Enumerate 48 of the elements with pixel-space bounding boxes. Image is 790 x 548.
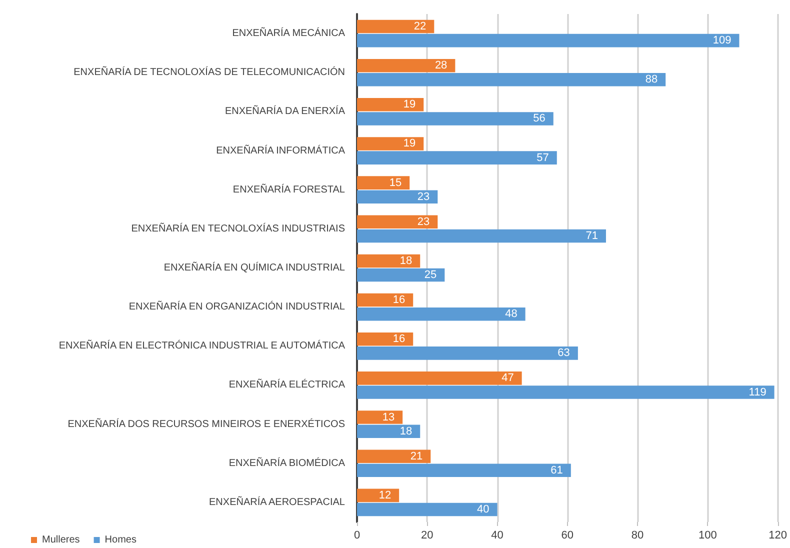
y-tick-label: ENXEÑARÍA FORESTAL	[232, 183, 346, 196]
x-tick-label: 20	[421, 530, 434, 542]
data-label: 71	[586, 230, 598, 242]
y-tick-label: ENXEÑARÍA INFORMÁTICA	[216, 144, 346, 156]
y-tick-label: ENXEÑARÍA EN QUÍMICA INDUSTRIAL	[164, 262, 346, 274]
y-tick-label: ENXEÑARÍA DE TECNOLOXÍAS DE TELECOMUNICACIÓN	[74, 66, 345, 78]
y-tick-label: ENXEÑARÍA EN ELECTRÓNICA INDUSTRIAL E AUTOMÁTICA	[58, 340, 346, 352]
y-tick-label: ENXEÑARÍA BIOMÉDICA	[228, 456, 346, 469]
data-label: 25	[424, 269, 437, 282]
data-label: 48	[505, 308, 518, 320]
data-label: 56	[533, 112, 546, 125]
x-tick-label: 0	[354, 530, 360, 542]
data-label: 18	[400, 254, 412, 267]
x-tick-label: 80	[631, 530, 644, 542]
data-label: 57	[536, 152, 549, 164]
y-tick-label: ENXEÑARÍA ELÉCTRICA	[228, 378, 346, 391]
data-label: 16	[392, 294, 406, 306]
data-label: 88	[645, 74, 658, 86]
y-tick-label: ENXEÑARÍA DOS RECURSOS MINEIROS E ENERXÉTICOS	[68, 418, 346, 430]
data-label: 23	[417, 190, 430, 203]
x-tick-label: 60	[561, 530, 574, 542]
data-label: 22	[414, 20, 426, 32]
x-tick-label: 100	[698, 530, 717, 542]
data-label: 16	[392, 333, 406, 346]
y-tick-label: ENXEÑARÍA DA ENERXÍA	[224, 105, 346, 118]
x-tick-label: 120	[768, 530, 788, 542]
data-label: 63	[558, 347, 570, 360]
data-label: 12	[378, 489, 392, 502]
y-tick-label: ENXEÑARÍA EN ORGANIZACIÓN INDUSTRIAL	[128, 300, 346, 313]
data-label: 109	[712, 34, 732, 47]
data-label: 23	[417, 216, 430, 228]
data-label: 40	[477, 504, 490, 516]
data-label: 15	[389, 176, 402, 189]
data-label: 21	[410, 450, 423, 462]
data-label: 28	[434, 60, 448, 72]
data-label: 47	[502, 372, 514, 384]
y-tick-label: ENXEÑARÍA EN TECNOLOXÍAS INDUSTRIAIS	[131, 222, 346, 234]
data-label: 19	[403, 138, 416, 150]
data-label: 13	[382, 411, 395, 424]
data-label: 61	[550, 464, 563, 476]
y-tick-label: ENXEÑARÍA AEROESPACIAL	[209, 496, 346, 508]
legend-label: Homes	[104, 534, 136, 546]
x-tick-label: 40	[491, 530, 504, 542]
data-label: 18	[400, 425, 412, 438]
y-tick-label: ENXEÑARÍA MECÁNICA	[232, 27, 346, 40]
legend-label: Mulleres	[42, 534, 80, 546]
data-label: 19	[403, 98, 416, 111]
data-label: 119	[748, 386, 766, 398]
